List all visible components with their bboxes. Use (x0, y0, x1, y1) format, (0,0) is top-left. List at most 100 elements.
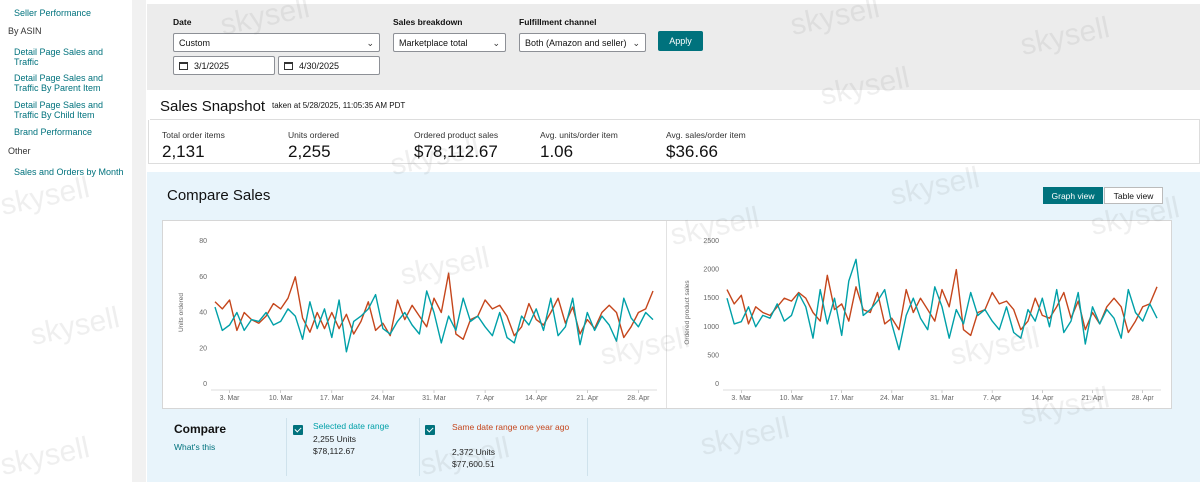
selected-range-units: 2,255 Units (313, 434, 356, 444)
snapshot-title: Sales Snapshot (160, 98, 266, 115)
apply-button[interactable]: Apply (658, 31, 703, 51)
x-tick-label: 10. Mar (269, 395, 293, 402)
x-tick-label: 14. Apr (1031, 395, 1054, 402)
x-tick-label: 17. Mar (320, 395, 344, 402)
last-year-name: Same date range one year ago (452, 422, 570, 432)
x-tick-label: 28. Apr (627, 395, 650, 402)
snapshot-timestamp: taken at 5/28/2025, 11:05:35 AM PDT (272, 101, 406, 110)
x-tick-label: 31. Mar (930, 395, 954, 402)
series-line (214, 290, 654, 353)
metric-label: Avg. sales/order item (666, 130, 746, 140)
legend-divider (587, 418, 588, 476)
y-tick-label: 20 (199, 345, 207, 352)
y-tick-label: 1500 (703, 295, 719, 302)
chart-divider (666, 221, 667, 408)
ordered-product-sales-chart: Ordered product sales 0 500 1000 1500 2000 250… (684, 238, 1161, 402)
y-tick-label: 500 (707, 352, 719, 359)
metric-value: 2,131 (162, 142, 205, 161)
x-tick-label: 24. Mar (880, 395, 904, 402)
chart-card: Units ordered 0 20 40 60 80 3. Mar 10. Mar 17. M… (162, 220, 1172, 409)
y-axis-label: Units ordered (178, 293, 185, 332)
last-year-sales: $77,600.51 (452, 459, 495, 469)
sidebar: Seller Performance By ASIN Detail Page S… (0, 0, 132, 482)
y-axis-label: Ordered product sales (684, 280, 691, 345)
last-year-units: 2,372 Units (452, 447, 495, 457)
y-tick-label: 1000 (703, 324, 719, 331)
x-tick-label: 21. Apr (1081, 395, 1104, 402)
series-line (214, 272, 654, 341)
whats-this-link[interactable]: What's this (174, 442, 216, 452)
sidebar-section-by-asin: By ASIN (8, 26, 42, 36)
start-date-input[interactable]: 3/1/2025 (173, 56, 275, 75)
x-tick-label: 31. Mar (422, 395, 446, 402)
sidebar-link-seller-performance[interactable]: Seller Performance (14, 8, 92, 18)
sales-breakdown-value: Marketplace total (399, 38, 468, 48)
metric-value: $78,112.67 (414, 142, 498, 161)
sales-breakdown-label: Sales breakdown (393, 17, 463, 27)
calendar-icon (179, 62, 188, 70)
x-tick-label: 7. Apr (983, 395, 1002, 402)
fulfillment-channel-label: Fulfillment channel (519, 17, 597, 27)
y-tick-label: 0 (715, 381, 719, 388)
last-year-checkbox[interactable] (425, 425, 435, 435)
metric-label: Avg. units/order item (540, 130, 618, 140)
x-tick-label: 28. Apr (1132, 395, 1155, 402)
metric-label: Units ordered (288, 130, 340, 140)
y-tick-label: 60 (199, 274, 207, 281)
y-tick-label: 40 (199, 310, 207, 317)
chevron-down-icon: ⌄ (632, 38, 640, 48)
units-ordered-chart: Units ordered 0 20 40 60 80 3. Mar 10. Mar 17. M… (178, 238, 657, 402)
date-select[interactable]: Custom ⌄ (173, 33, 380, 52)
compare-sales-panel: Compare Sales Graph view Table view Unit… (147, 172, 1200, 482)
sidebar-link-detail-page-sales-traffic[interactable]: Detail Page Sales and Traffic (14, 47, 104, 67)
chevron-down-icon: ⌄ (492, 38, 500, 48)
selected-range-checkbox[interactable] (293, 425, 303, 435)
y-tick-label: 80 (199, 238, 207, 245)
date-label: Date (173, 17, 192, 27)
metric-value: $36.66 (666, 142, 718, 161)
sidebar-link-brand-performance[interactable]: Brand Performance (14, 127, 93, 137)
x-tick-label: 14. Apr (525, 395, 548, 402)
legend-divider (286, 418, 287, 476)
selected-range-name: Selected date range (313, 421, 390, 431)
sidebar-section-other: Other (8, 146, 31, 156)
fulfillment-channel-select[interactable]: Both (Amazon and seller) ⌄ (519, 33, 646, 52)
compare-label: Compare (174, 422, 227, 436)
sidebar-link-sales-orders-by-month[interactable]: Sales and Orders by Month (14, 167, 124, 177)
y-tick-label: 0 (203, 381, 207, 388)
snapshot-header: Sales Snapshot taken at 5/28/2025, 11:05… (150, 92, 1200, 120)
compare-legend: Compare What's this Selected date range … (162, 412, 1172, 480)
end-date-value: 4/30/2025 (299, 61, 340, 71)
metric-value: 2,255 (288, 142, 331, 161)
date-select-value: Custom (179, 38, 211, 48)
sidebar-link-by-child-item[interactable]: Detail Page Sales and Traffic By Child I… (14, 100, 104, 120)
snapshot-metrics: Total order items 2,131 Units ordered 2,… (148, 120, 1200, 164)
x-tick-label: 3. Mar (731, 395, 752, 402)
x-tick-label: 17. Mar (830, 395, 854, 402)
chevron-down-icon: ⌄ (366, 38, 374, 48)
x-tick-label: 24. Mar (371, 395, 395, 402)
y-tick-label: 2500 (703, 238, 719, 245)
fulfillment-channel-value: Both (Amazon and seller) (525, 38, 627, 48)
y-tick-label: 2000 (703, 267, 719, 274)
sidebar-divider (132, 0, 146, 482)
compare-sales-title: Compare Sales (167, 187, 271, 204)
end-date-input[interactable]: 4/30/2025 (278, 56, 380, 75)
metric-label: Ordered product sales (414, 130, 499, 140)
x-tick-label: 21. Apr (576, 395, 599, 402)
legend-divider (419, 418, 420, 476)
calendar-icon (284, 62, 293, 70)
table-view-button[interactable]: Table view (1104, 187, 1163, 204)
series-line (726, 258, 1158, 351)
start-date-value: 3/1/2025 (194, 61, 230, 71)
metric-label: Total order items (162, 130, 225, 140)
x-tick-label: 7. Apr (476, 395, 495, 402)
sidebar-link-by-parent-item[interactable]: Detail Page Sales and Traffic By Parent … (14, 73, 104, 93)
x-tick-label: 3. Mar (220, 395, 241, 402)
selected-range-sales: $78,112.67 (313, 446, 355, 456)
series-line (726, 268, 1158, 337)
sales-breakdown-select[interactable]: Marketplace total ⌄ (393, 33, 506, 52)
metric-value: 1.06 (540, 142, 574, 161)
graph-view-button[interactable]: Graph view (1043, 187, 1103, 204)
filter-panel: Date Custom ⌄ 3/1/2025 4/30/2025 Sales b… (147, 4, 1200, 90)
